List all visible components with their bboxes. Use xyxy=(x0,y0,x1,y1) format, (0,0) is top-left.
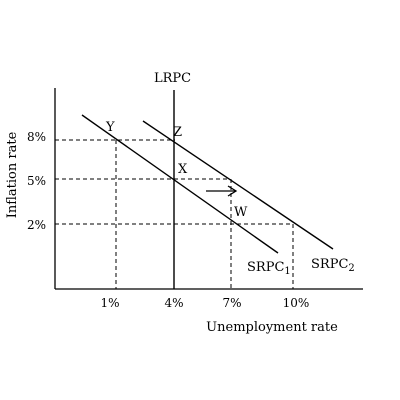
lrpc-label: LRPC xyxy=(154,71,191,86)
y-axis-title: Inflation rate xyxy=(5,131,20,218)
srpc2-label-base: SRPC xyxy=(311,257,348,272)
x-tick-7pct: 7% xyxy=(222,296,241,310)
shift-arrow-head xyxy=(227,185,238,197)
x-axis-title: Unemployment rate xyxy=(206,320,338,335)
srpc1-label: SRPC1 xyxy=(247,260,291,277)
x-tick-4pct: 4% xyxy=(164,296,183,310)
point-label-y: Y xyxy=(105,120,115,135)
srpc2-label: SRPC2 xyxy=(311,257,355,274)
srpc1-line xyxy=(81,114,279,254)
y-tick-2pct: 2% xyxy=(27,218,46,232)
point-label-w: W xyxy=(234,205,248,220)
x-tick-10pct: 10% xyxy=(283,296,310,310)
y-tick-8pct: 8% xyxy=(27,130,46,144)
point-label-z: Z xyxy=(173,125,182,140)
shift-arrow xyxy=(206,185,238,197)
x-tick-1pct: 1% xyxy=(100,296,119,310)
srpc1-label-base: SRPC xyxy=(247,260,284,275)
srpc1-label-sub: 1 xyxy=(284,266,290,277)
point-label-x: X xyxy=(178,162,188,177)
srpc2-label-sub: 2 xyxy=(348,263,354,274)
y-tick-5pct: 5% xyxy=(27,174,46,188)
srpc2-line xyxy=(142,120,334,250)
